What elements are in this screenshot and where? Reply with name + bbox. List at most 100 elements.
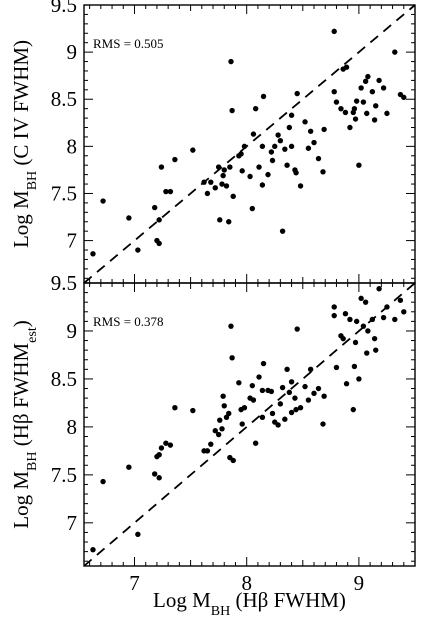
data-point: [215, 164, 222, 170]
x-tick-label: 8: [241, 571, 252, 595]
data-point: [151, 204, 158, 211]
data-point: [343, 64, 350, 70]
data-point: [376, 286, 382, 292]
data-point: [275, 422, 281, 428]
data-point: [223, 183, 230, 189]
data-point: [305, 397, 312, 403]
data-point: [360, 99, 367, 105]
data-point: [401, 309, 407, 315]
data-point: [220, 172, 226, 179]
top-y-axis-label: Log MBH (C IV FWHM): [9, 40, 40, 248]
data-point: [260, 93, 267, 100]
bottom-y-axis-label: Log MBH (Hβ FWHMest): [9, 320, 40, 528]
data-point: [163, 440, 169, 446]
data-point: [392, 316, 398, 323]
bottom-y-tick-labels: 7 7.5 8 8.5 9 9.5: [51, 271, 77, 535]
data-point: [228, 58, 234, 65]
data-point: [282, 146, 288, 152]
data-point: [241, 405, 248, 411]
data-point: [252, 440, 259, 446]
data-point: [342, 310, 349, 317]
y-tick-label: 7: [67, 229, 78, 253]
data-point: [307, 366, 314, 373]
top-ylabel-main: Log M: [9, 190, 33, 248]
y-tick-label: 9.5: [51, 271, 77, 295]
data-point: [302, 383, 308, 390]
data-point: [365, 73, 371, 80]
data-point: [286, 389, 293, 396]
data-point: [376, 77, 382, 84]
data-point: [167, 188, 174, 195]
data-point: [229, 355, 235, 361]
data-point: [260, 360, 267, 367]
data-point: [297, 183, 304, 189]
data-point: [259, 414, 266, 421]
data-point: [156, 452, 162, 458]
data-point: [208, 441, 214, 447]
data-point: [358, 85, 364, 91]
bottom-x-tick-labels: 7 8 9: [129, 571, 364, 595]
data-point: [342, 109, 349, 116]
data-point: [279, 228, 286, 234]
data-point: [321, 126, 327, 133]
data-point: [311, 390, 317, 397]
y-tick-label: 8: [67, 134, 78, 158]
data-point: [230, 193, 236, 200]
data-point: [256, 164, 262, 170]
bottom-one-to-one-line: [83, 282, 416, 567]
data-point: [268, 388, 275, 395]
data-point: [226, 219, 232, 225]
data-point: [380, 314, 387, 321]
data-point: [340, 335, 346, 342]
data-point: [275, 132, 281, 138]
bottom-plot-frame: [83, 282, 416, 567]
top-ylabel-sub: BH: [25, 171, 40, 190]
data-point: [331, 304, 337, 310]
data-point: [204, 190, 211, 197]
data-point: [272, 143, 278, 150]
data-point: [269, 410, 276, 417]
data-point: [172, 405, 178, 411]
data-point: [249, 205, 256, 212]
x-tick-label: 7: [129, 571, 140, 595]
y-tick-label: 7.5: [51, 463, 77, 487]
data-point: [163, 188, 169, 195]
data-point: [365, 328, 371, 334]
bottom-ylabel-rest: ): [9, 320, 33, 327]
x-tick-label: 9: [354, 571, 365, 595]
data-point: [259, 182, 266, 188]
data-point: [204, 448, 211, 454]
data-point: [392, 49, 398, 55]
bottom-scatter-points: [90, 286, 407, 553]
x-axis-label: Log MBH (Hβ FWHM): [153, 588, 346, 619]
data-point: [288, 143, 295, 150]
data-point: [358, 295, 364, 302]
data-point: [288, 409, 295, 416]
data-point: [307, 128, 314, 134]
data-point: [384, 304, 390, 310]
data-point: [277, 138, 284, 144]
data-point: [356, 162, 362, 168]
data-point: [364, 110, 370, 117]
data-point: [369, 88, 376, 95]
data-point: [135, 531, 141, 538]
data-point: [294, 326, 300, 332]
y-tick-label: 9: [67, 319, 78, 343]
top-one-to-one-line: [83, 4, 416, 284]
data-point: [331, 88, 337, 95]
data-point: [217, 417, 223, 423]
data-point: [215, 431, 222, 438]
data-point: [250, 131, 257, 137]
data-point: [369, 316, 376, 323]
xlabel-main: Log M: [153, 588, 211, 612]
data-point: [286, 124, 293, 131]
data-point: [338, 105, 344, 112]
y-tick-label: 7: [67, 511, 78, 535]
data-point: [247, 173, 253, 180]
data-point: [320, 169, 326, 175]
data-point: [217, 217, 223, 223]
data-point: [279, 384, 286, 391]
data-point: [201, 179, 207, 185]
